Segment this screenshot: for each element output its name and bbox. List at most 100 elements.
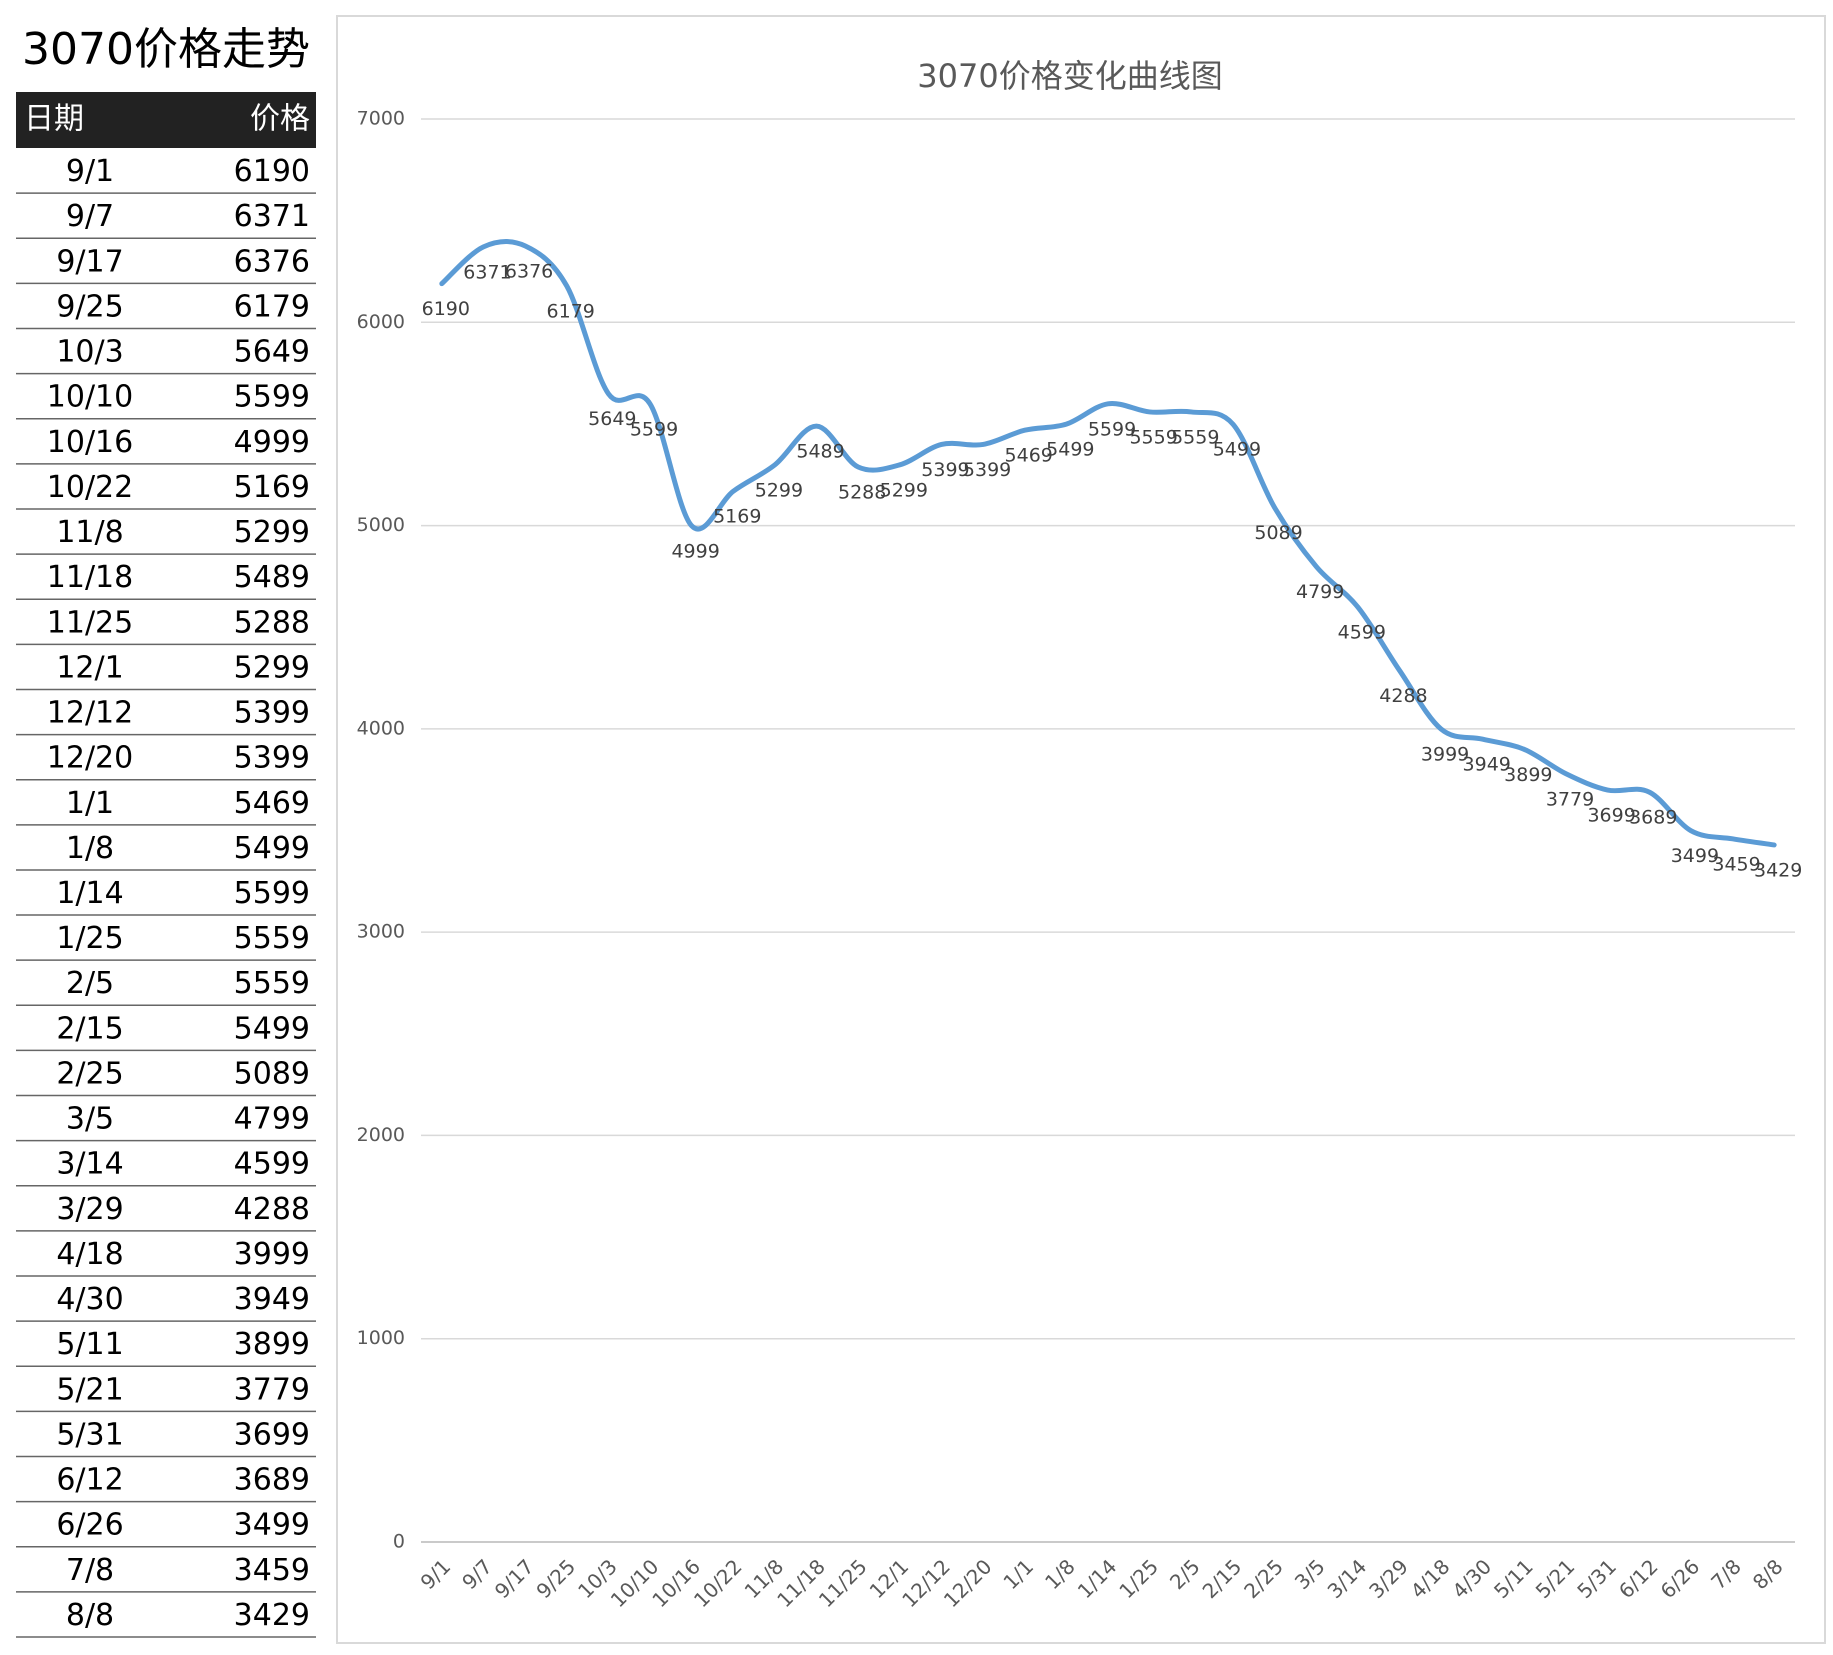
table-price: 4999 <box>234 425 310 460</box>
table-title: 3070价格走势 <box>22 24 310 75</box>
y-tick-label: 4000 <box>357 717 405 739</box>
data-label: 4999 <box>671 540 719 562</box>
table-price: 5559 <box>234 966 310 1001</box>
table-date: 9/25 <box>56 289 123 324</box>
data-label: 3949 <box>1463 754 1511 776</box>
data-label: 5399 <box>921 459 969 481</box>
data-label: 6371 <box>463 261 511 283</box>
header-price: 价格 <box>250 102 310 137</box>
y-tick-label: 1000 <box>357 1327 405 1349</box>
data-label: 5499 <box>1046 439 1094 461</box>
data-label: 3499 <box>1671 845 1719 867</box>
table-price: 5559 <box>234 921 310 956</box>
table-date: 9/7 <box>66 199 114 234</box>
table-price: 5469 <box>234 786 310 821</box>
table-date: 7/8 <box>66 1553 114 1588</box>
data-label: 4799 <box>1296 581 1344 603</box>
table-price: 5288 <box>234 605 310 640</box>
y-tick-label: 2000 <box>357 1124 405 1146</box>
table-date: 3/14 <box>56 1147 123 1182</box>
table-date: 9/1 <box>66 154 114 189</box>
data-label: 3689 <box>1629 807 1677 829</box>
data-label: 3999 <box>1421 744 1469 766</box>
table-date: 3/5 <box>66 1102 114 1137</box>
data-label: 5599 <box>1088 418 1136 440</box>
table-price: 5599 <box>234 380 310 415</box>
table-price: 3999 <box>234 1237 310 1272</box>
header-date: 日期 <box>24 102 84 137</box>
data-label: 3699 <box>1587 805 1635 827</box>
table-price: 5499 <box>234 831 310 866</box>
price-line <box>439 239 1777 848</box>
table-date: 4/18 <box>56 1237 123 1272</box>
data-label: 5649 <box>588 408 636 430</box>
table-date: 3/29 <box>56 1192 123 1227</box>
table-date: 1/14 <box>56 876 123 911</box>
table-date: 2/5 <box>66 966 114 1001</box>
table-price: 3899 <box>234 1327 310 1362</box>
table-price: 4288 <box>234 1192 310 1227</box>
table-date: 9/17 <box>56 244 123 279</box>
table-price: 4799 <box>234 1102 310 1137</box>
table-price: 5089 <box>234 1056 310 1091</box>
table-price: 5399 <box>234 696 310 731</box>
data-label: 5469 <box>1005 445 1053 467</box>
table-date: 11/18 <box>47 560 133 595</box>
data-label: 5299 <box>880 479 928 501</box>
data-label: 6179 <box>547 300 595 322</box>
table-price: 3779 <box>234 1372 310 1407</box>
table-date: 1/8 <box>66 831 114 866</box>
table-date: 1/1 <box>66 786 114 821</box>
table-date: 8/8 <box>66 1598 114 1633</box>
data-label: 3779 <box>1546 788 1594 810</box>
data-label: 5169 <box>713 506 761 528</box>
chart-title: 3070价格变化曲线图 <box>917 57 1222 95</box>
data-label: 5499 <box>1213 439 1261 461</box>
data-label: 5559 <box>1129 426 1177 448</box>
table-price: 6190 <box>234 154 310 189</box>
y-tick-label: 5000 <box>357 514 405 536</box>
table-date: 10/3 <box>56 335 123 370</box>
table-date: 1/25 <box>56 921 123 956</box>
table-price: 5299 <box>234 515 310 550</box>
data-label: 6190 <box>422 298 470 320</box>
table-date: 2/25 <box>56 1056 123 1091</box>
table-price: 3459 <box>234 1553 310 1588</box>
data-label: 5559 <box>1171 426 1219 448</box>
data-label: 5489 <box>796 441 844 463</box>
data-label: 3429 <box>1754 859 1802 881</box>
y-tick-label: 3000 <box>357 921 405 943</box>
table-price: 6179 <box>234 289 310 324</box>
data-label: 5299 <box>755 479 803 501</box>
table-date: 11/25 <box>47 605 133 640</box>
data-label: 5599 <box>630 418 678 440</box>
data-label: 3899 <box>1504 764 1552 786</box>
table-date: 2/15 <box>56 1011 123 1046</box>
table-price: 5169 <box>234 470 310 505</box>
table-price: 3429 <box>234 1598 310 1633</box>
table-price: 6376 <box>234 244 310 279</box>
table-date: 12/1 <box>56 650 123 685</box>
table-price: 5299 <box>234 650 310 685</box>
data-label: 3459 <box>1712 853 1760 875</box>
table-price: 6371 <box>234 199 310 234</box>
table-price: 3499 <box>234 1508 310 1543</box>
data-label: 5399 <box>963 459 1011 481</box>
y-tick-label: 0 <box>393 1531 405 1553</box>
chart-frame <box>336 15 1826 1644</box>
y-tick-label: 6000 <box>357 311 405 333</box>
table-price: 3699 <box>234 1417 310 1452</box>
table-date: 5/21 <box>56 1372 123 1407</box>
table-date: 5/11 <box>56 1327 123 1362</box>
table-price: 3689 <box>234 1463 310 1498</box>
table-price: 5649 <box>234 335 310 370</box>
table-price: 5399 <box>234 741 310 776</box>
table-header <box>16 92 316 148</box>
data-label: 4599 <box>1338 622 1386 644</box>
table-date: 12/12 <box>47 696 133 731</box>
table-date: 10/22 <box>47 470 133 505</box>
table-date: 5/31 <box>56 1417 123 1452</box>
table-date: 6/26 <box>56 1508 123 1543</box>
table-date: 10/10 <box>47 380 133 415</box>
